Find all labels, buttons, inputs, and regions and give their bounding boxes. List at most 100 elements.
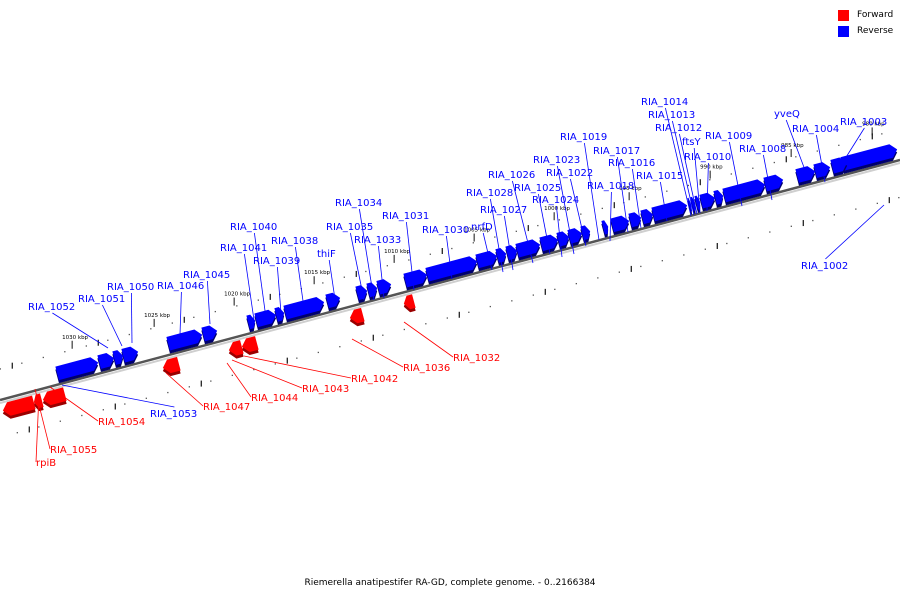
leader-line	[131, 292, 133, 344]
leader-line	[406, 221, 415, 291]
ruler-dot	[687, 184, 689, 187]
gene-label: RIA_1055	[50, 445, 97, 456]
ruler-dot	[876, 202, 878, 205]
reverse-gene	[403, 269, 428, 288]
reverse-gene	[795, 166, 816, 183]
leader-line	[679, 133, 698, 215]
reverse-gene	[283, 297, 325, 320]
gene-label: RIA_1026	[488, 170, 535, 181]
ruler-dots	[0, 133, 900, 434]
reverse-gene	[505, 245, 518, 261]
leader-line	[693, 147, 701, 214]
forward-gene	[349, 307, 365, 324]
gene-label: RIA_1022	[546, 168, 593, 179]
gene-label: RIA_1019	[560, 132, 607, 143]
ruler-dot	[145, 397, 147, 399]
leader-line	[617, 156, 629, 233]
reverse-gene	[763, 174, 784, 192]
ruler-dot	[21, 362, 23, 364]
ruler-dot	[532, 294, 534, 296]
ruler-dot	[554, 288, 556, 291]
gene-label: RIA_1002	[801, 261, 848, 272]
ruler-ticks	[11, 133, 890, 433]
ruler-dot	[210, 380, 212, 382]
leader-line	[763, 154, 773, 201]
ruler-dot	[489, 305, 491, 308]
kbp-label: 1025 kbp	[144, 313, 170, 319]
leader-line	[632, 168, 642, 229]
leader-line	[837, 127, 865, 171]
ruler-dot	[107, 339, 109, 341]
leader-line	[49, 386, 99, 422]
reverse-gene	[246, 314, 256, 330]
ruler-dot	[85, 345, 87, 347]
leader-line	[512, 180, 534, 264]
kbp-label: 1005 kbp	[464, 228, 490, 234]
reverse-gene	[366, 282, 378, 298]
gene-label: thiF	[317, 249, 336, 260]
forward-gene	[228, 340, 244, 356]
ruler-dot	[790, 225, 792, 227]
leader-line	[706, 162, 709, 212]
leader-line	[328, 259, 337, 307]
ruler-dot	[322, 282, 324, 284]
gene-label: RIA_1015	[636, 171, 683, 182]
gene-label: RIA_1030	[422, 225, 469, 236]
reverse-gene	[539, 234, 559, 252]
ruler-dot	[102, 409, 104, 411]
leader-line	[165, 372, 204, 407]
gene-label: RIA_1010	[684, 152, 731, 163]
ruler-dot	[150, 328, 152, 330]
ruler-dot	[838, 144, 840, 146]
ruler-dot	[42, 356, 44, 359]
leader-line	[226, 362, 252, 398]
leader-line	[52, 312, 109, 349]
ruler-dot	[597, 277, 599, 279]
ruler-dot	[816, 150, 818, 152]
reverse-gene	[651, 200, 688, 222]
ruler-dot	[881, 133, 883, 135]
leader-line	[34, 388, 51, 450]
leader-line	[816, 134, 826, 183]
leader-line	[825, 204, 885, 260]
ruler-dot	[193, 316, 195, 318]
ruler-dot	[575, 282, 577, 285]
gene-label: RIA_1050	[107, 282, 154, 293]
leader-line	[295, 246, 305, 309]
leader-line	[785, 119, 806, 171]
genome-axis	[0, 158, 900, 404]
gene-label: RIA_1017	[593, 146, 640, 157]
reverse-gene	[640, 208, 654, 225]
ruler-dot	[580, 213, 582, 215]
gene-label: RIA_1045	[183, 270, 230, 281]
ruler-dot	[558, 219, 560, 221]
axis-shadow	[0, 162, 900, 404]
ruler-dot	[274, 363, 276, 365]
ruler-dot	[795, 156, 797, 158]
ruler-dot	[704, 248, 706, 250]
ruler-dot	[386, 265, 388, 267]
leader-line	[351, 338, 404, 368]
gene-label: RIA_1035	[326, 222, 373, 233]
legend-reverse: Reverse	[838, 24, 893, 38]
ruler-dot	[726, 242, 728, 245]
axis-line	[0, 158, 900, 402]
ruler-dot	[451, 247, 453, 250]
gene-label: RIA_1052	[28, 302, 75, 313]
ruler-dot	[257, 299, 259, 301]
ruler-dot	[747, 237, 749, 239]
gene-label: RIA_1014	[641, 97, 688, 108]
forward-gene	[2, 395, 36, 416]
ruler-dot	[59, 420, 61, 422]
ruler-dot	[666, 190, 668, 192]
forward-gene	[42, 387, 67, 406]
leader-line	[672, 120, 695, 216]
ruler-dot	[683, 254, 685, 256]
gene-label: yveQ	[774, 109, 800, 120]
leader-line	[378, 245, 385, 299]
leader-line	[584, 142, 600, 241]
leader-line	[665, 107, 692, 217]
leader-line	[570, 178, 587, 247]
leader-line	[490, 198, 504, 273]
